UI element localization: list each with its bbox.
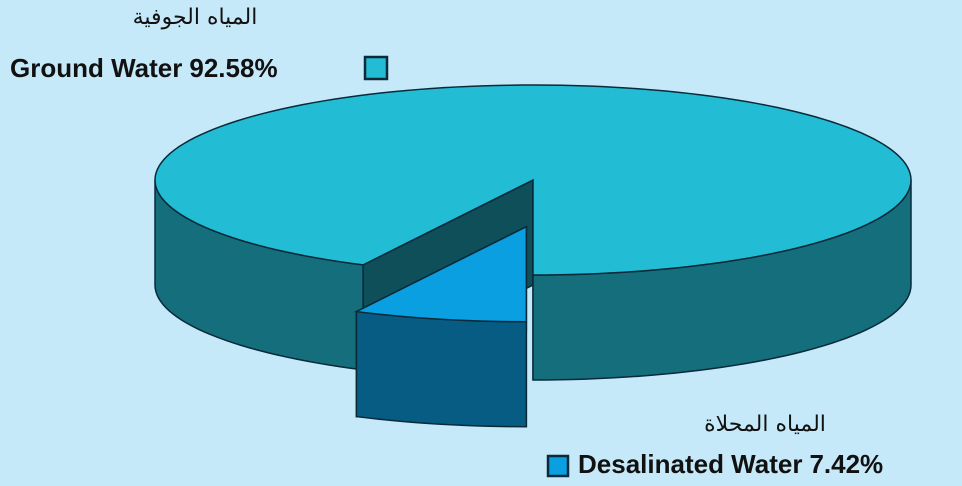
legend-text: Ground Water 92.58% xyxy=(10,53,278,83)
legend-value: 7.42% xyxy=(809,449,883,479)
legend-name: Desalinated Water xyxy=(578,449,802,479)
legend-name: Ground Water xyxy=(10,53,182,83)
legend-value: 92.58% xyxy=(189,53,277,83)
slice-side xyxy=(355,310,528,428)
slice xyxy=(154,84,912,276)
legend-swatch xyxy=(363,55,389,81)
arabic-label: المياه المحلاة xyxy=(704,412,826,437)
slice xyxy=(353,225,528,323)
legend-text: Desalinated Water 7.42% xyxy=(578,449,883,479)
arabic-label: المياه الجوفية xyxy=(133,5,258,30)
legend-swatch xyxy=(546,454,570,478)
